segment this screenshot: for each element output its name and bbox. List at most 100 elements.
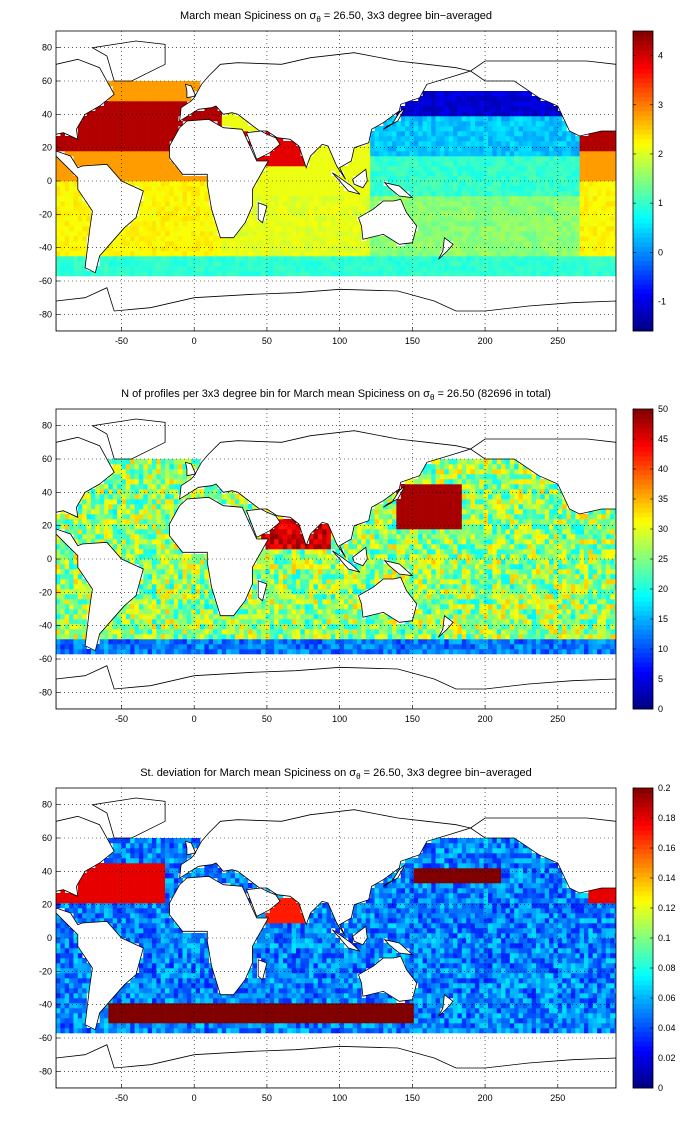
- heatmap-cell: [256, 221, 262, 227]
- heatmap-cell: [309, 241, 314, 247]
- heatmap-cell: [409, 126, 415, 132]
- heatmap-cell: [90, 121, 96, 127]
- heatmap-cell: [69, 171, 74, 177]
- heatmap-cell: [261, 221, 266, 227]
- heatmap-cell: [95, 644, 100, 650]
- heatmap-cell: [483, 241, 489, 247]
- heatmap-cell: [422, 166, 428, 172]
- heatmap-cell: [60, 136, 66, 142]
- heatmap-cell: [522, 231, 528, 237]
- heatmap-cell: [282, 206, 288, 212]
- heatmap-cell: [213, 599, 218, 605]
- heatmap-cell: [453, 96, 458, 102]
- heatmap-cell: [409, 171, 415, 177]
- heatmap-cell: [278, 166, 284, 172]
- heatmap-cell: [514, 216, 519, 222]
- heatmap-cell: [392, 121, 397, 127]
- heatmap-cell: [584, 171, 589, 177]
- heatmap-cell: [178, 499, 183, 505]
- heatmap-cell: [365, 166, 371, 172]
- heatmap-cell: [409, 151, 415, 157]
- heatmap-cell: [86, 509, 92, 515]
- heatmap-cell: [457, 216, 463, 222]
- heatmap-cell: [274, 624, 279, 630]
- heatmap-cell: [479, 156, 484, 162]
- heatmap-cell: [69, 569, 74, 575]
- heatmap-cell: [396, 141, 402, 147]
- heatmap-cell: [226, 261, 231, 267]
- heatmap-cell: [178, 564, 183, 570]
- heatmap-cell: [69, 514, 74, 520]
- heatmap-cell: [357, 231, 362, 237]
- heatmap-cell: [160, 599, 166, 605]
- heatmap-cell: [217, 639, 223, 645]
- heatmap-cell: [509, 201, 515, 207]
- heatmap-cell: [282, 246, 288, 252]
- heatmap-cell: [383, 131, 388, 137]
- heatmap-cell: [143, 106, 148, 112]
- heatmap-cell: [156, 211, 162, 217]
- heatmap-cell: [549, 176, 554, 182]
- heatmap-cell: [300, 171, 306, 177]
- heatmap-cell: [186, 271, 192, 277]
- heatmap-cell: [479, 256, 484, 262]
- heatmap-cell: [134, 624, 140, 630]
- heatmap-cell: [474, 231, 480, 237]
- heatmap-cell: [317, 151, 323, 157]
- heatmap-cell: [378, 196, 384, 202]
- heatmap-cell: [322, 166, 327, 172]
- heatmap-cell: [256, 241, 262, 247]
- heatmap-cell: [239, 231, 244, 237]
- heatmap-cell: [173, 634, 179, 640]
- heatmap-cell: [182, 196, 188, 202]
- heatmap-cell: [261, 251, 266, 257]
- heatmap-cell: [191, 569, 196, 575]
- heatmap-cell: [82, 589, 87, 595]
- heatmap-cell: [557, 126, 563, 132]
- heatmap-cell: [269, 246, 275, 252]
- heatmap-cell: [112, 634, 118, 640]
- heatmap-cell: [121, 151, 127, 157]
- heatmap-cell: [470, 251, 476, 257]
- heatmap-cell: [269, 594, 275, 600]
- heatmap-cell: [252, 216, 258, 222]
- heatmap-cell: [274, 161, 279, 167]
- heatmap-cell: [562, 211, 567, 217]
- heatmap-cell: [173, 211, 179, 217]
- heatmap-cell: [440, 266, 445, 272]
- heatmap-cell: [549, 111, 554, 117]
- heatmap-cell: [418, 196, 423, 202]
- heatmap-cell: [479, 166, 484, 172]
- heatmap-cell: [597, 151, 602, 157]
- heatmap-cell: [104, 106, 109, 112]
- heatmap-cell: [134, 86, 140, 92]
- heatmap-cell: [540, 196, 546, 202]
- heatmap-cell: [200, 256, 205, 262]
- heatmap-cell: [138, 126, 144, 132]
- heatmap-cell: [610, 251, 615, 257]
- heatmap-cell: [413, 196, 419, 202]
- heatmap-cell: [304, 186, 310, 192]
- heatmap-cell: [147, 131, 153, 137]
- heatmap-cell: [86, 529, 92, 535]
- heatmap-cell: [152, 479, 157, 485]
- heatmap-cell: [605, 221, 611, 227]
- heatmap-cell: [173, 629, 179, 635]
- heatmap-cell: [73, 634, 79, 640]
- heatmap-cell: [56, 141, 61, 147]
- heatmap-cell: [544, 261, 550, 267]
- heatmap-cell: [182, 176, 188, 182]
- heatmap-cell: [592, 236, 598, 242]
- heatmap-cell: [165, 151, 170, 157]
- heatmap-cell: [208, 116, 214, 122]
- heatmap-cell: [488, 241, 493, 247]
- heatmap-cell: [317, 196, 323, 202]
- heatmap-cell: [326, 266, 332, 272]
- heatmap-cell: [165, 86, 170, 92]
- heatmap-cell: [143, 206, 148, 212]
- heatmap-cell: [317, 181, 323, 187]
- heatmap-cell: [117, 166, 122, 172]
- heatmap-cell: [466, 106, 471, 112]
- heatmap-cell: [138, 459, 144, 465]
- heatmap-cell: [160, 181, 166, 187]
